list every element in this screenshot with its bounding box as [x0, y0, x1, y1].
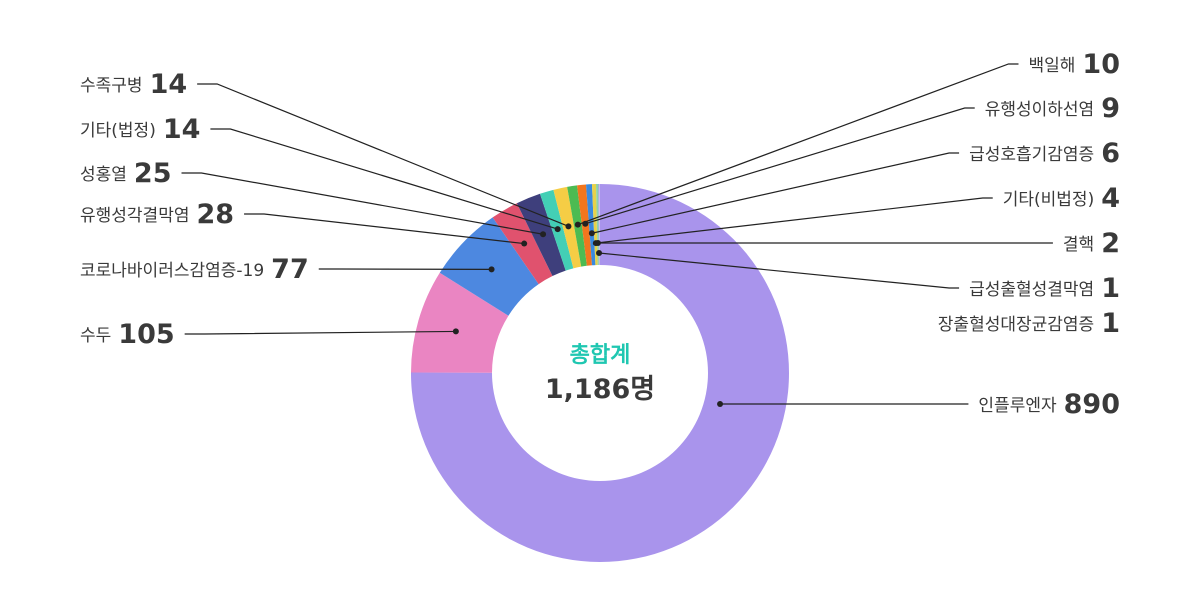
leader-dot [521, 241, 527, 247]
leader-dot [565, 223, 571, 229]
leader-dot [540, 231, 546, 237]
slice-label: 코로나바이러스감염증-19 77 [80, 254, 495, 285]
slice-name: 결핵 [1063, 235, 1094, 255]
donut-slices [411, 184, 789, 562]
leader-dot [596, 250, 602, 256]
slice-value: 28 [196, 199, 234, 230]
slice-value: 9 [1101, 93, 1120, 124]
slice-name: 백일해 [1029, 56, 1076, 76]
slice-label: 수두 105 [80, 319, 459, 350]
slice-label: 유행성각결막염 28 [80, 199, 527, 247]
leader-dot [453, 328, 459, 334]
leader-dot [575, 222, 581, 228]
slice-value: 1 [1101, 308, 1120, 339]
leader-dot [717, 401, 723, 407]
leader-dot [595, 240, 601, 246]
slice-name: 코로나바이러스감염증-19 [80, 261, 264, 281]
slice-name: 기타(법정) [80, 121, 156, 141]
leader-dot [582, 221, 588, 227]
slice-label: 장출혈성대장균감염증 1 [938, 308, 1120, 339]
slice-name: 급성호흡기감염증 [969, 145, 1094, 165]
slice-name: 성홍열 [80, 165, 127, 185]
slice-name: 수두 [80, 326, 111, 346]
slice-value: 77 [271, 254, 309, 285]
slice-name: 수족구병 [80, 76, 143, 96]
slice-value: 1 [1101, 273, 1120, 304]
slice-value: 105 [118, 319, 174, 350]
leader-dot [555, 226, 561, 232]
slice-value: 14 [163, 114, 201, 145]
slice-value: 6 [1101, 138, 1120, 169]
leader-line [585, 108, 974, 224]
center-title: 총합계 [570, 342, 631, 368]
center-total: 1,186명 [545, 374, 655, 405]
slice-name: 인플루엔자 [978, 396, 1057, 416]
slice-name: 유행성각결막염 [80, 206, 189, 226]
slice-name: 장출혈성대장균감염증 [938, 315, 1094, 335]
slice-name: 유행성이하선염 [985, 100, 1094, 120]
leader-line [578, 64, 1019, 225]
slice-value: 25 [134, 158, 172, 189]
slice-name: 급성출혈성결막염 [969, 280, 1094, 300]
slice-value: 10 [1082, 49, 1120, 80]
slice-name: 기타(비법정) [1003, 190, 1094, 210]
slice-value: 2 [1101, 228, 1120, 259]
slice-value: 14 [150, 69, 188, 100]
leader-dot [589, 230, 595, 236]
leader-dot [489, 266, 495, 272]
slice-value: 4 [1101, 183, 1120, 214]
slice-value: 890 [1064, 389, 1120, 420]
